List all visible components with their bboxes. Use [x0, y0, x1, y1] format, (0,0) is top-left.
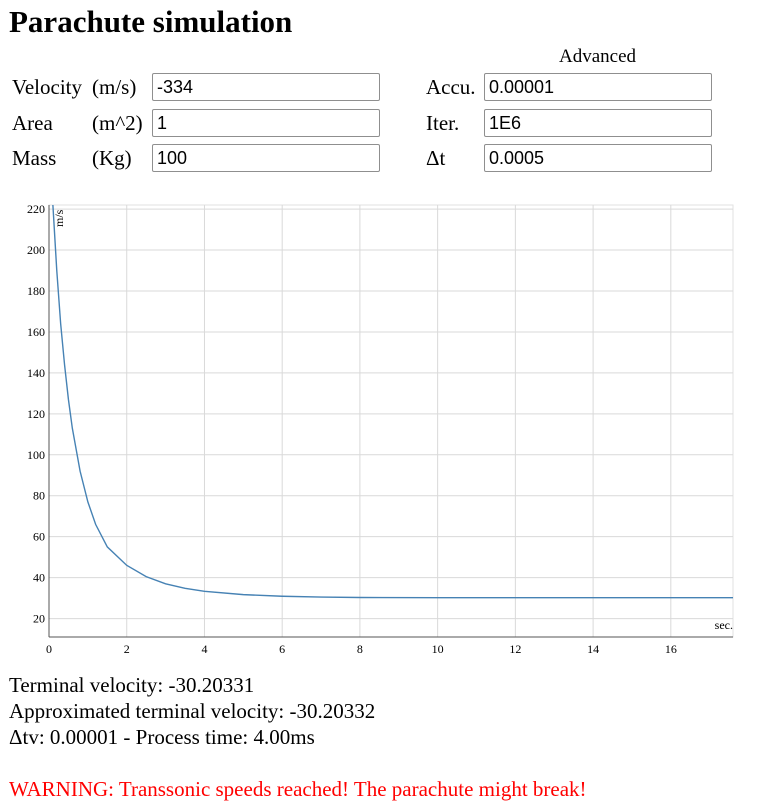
area-input[interactable]	[152, 109, 380, 137]
x-axis-label: sec.	[715, 618, 733, 632]
velocity-label: Velocity	[12, 75, 82, 99]
iterations-label: Iter.	[426, 111, 460, 135]
terminal-velocity-text: Terminal velocity: -30.20331	[9, 673, 255, 697]
y-tick-label: 100	[27, 448, 45, 462]
velocity-unit: (m/s)	[92, 75, 137, 99]
y-tick-label: 180	[27, 284, 45, 298]
advanced-heading: Advanced	[559, 46, 637, 67]
accuracy-input[interactable]	[484, 73, 712, 101]
x-tick-label: 10	[432, 642, 444, 656]
x-tick-label: 2	[124, 642, 130, 656]
mass-label: Mass	[12, 146, 57, 170]
dt-label: Δt	[426, 146, 446, 170]
dt-input[interactable]	[484, 144, 712, 172]
approx-terminal-velocity-text: Approximated terminal velocity: -30.2033…	[9, 699, 376, 723]
iterations-input[interactable]	[484, 109, 712, 137]
velocity-chart: 0 2 4 6 8 10 12 14 16 20 40 60 80 100 120 140 160 180 200 2…	[27, 202, 734, 656]
x-tick-label: 14	[587, 642, 599, 656]
y-tick-label: 160	[27, 325, 45, 339]
area-label: Area	[12, 111, 53, 135]
plot-frame	[48, 204, 734, 638]
x-tick-label: 16	[665, 642, 677, 656]
x-tick-label: 12	[509, 642, 521, 656]
y-tick-label: 80	[33, 489, 45, 503]
y-tick-label: 120	[27, 407, 45, 421]
x-tick-label: 4	[201, 642, 207, 656]
y-axis-label: m/s	[52, 209, 66, 227]
y-tick-label: 140	[27, 366, 45, 380]
x-tick-label: 8	[357, 642, 363, 656]
mass-unit: (Kg)	[92, 146, 132, 170]
area-unit: (m^2)	[92, 111, 143, 135]
velocity-line	[52, 204, 733, 599]
warning-text: WARNING: Transsonic speeds reached! The …	[9, 777, 587, 801]
x-tick-label: 6	[279, 642, 285, 656]
y-tick-label: 20	[33, 612, 45, 626]
process-time-text: Δtv: 0.00001 - Process time: 4.00ms	[9, 725, 315, 749]
page-title: Parachute simulation	[9, 4, 293, 39]
y-tick-label: 220	[27, 202, 45, 216]
x-tick-label: 0	[46, 642, 52, 656]
y-tick-label: 200	[27, 243, 45, 257]
accuracy-label: Accu.	[426, 75, 476, 99]
mass-input[interactable]	[152, 144, 380, 172]
y-tick-label: 40	[33, 571, 45, 585]
y-tick-label: 60	[33, 530, 45, 544]
velocity-input[interactable]	[152, 73, 380, 101]
